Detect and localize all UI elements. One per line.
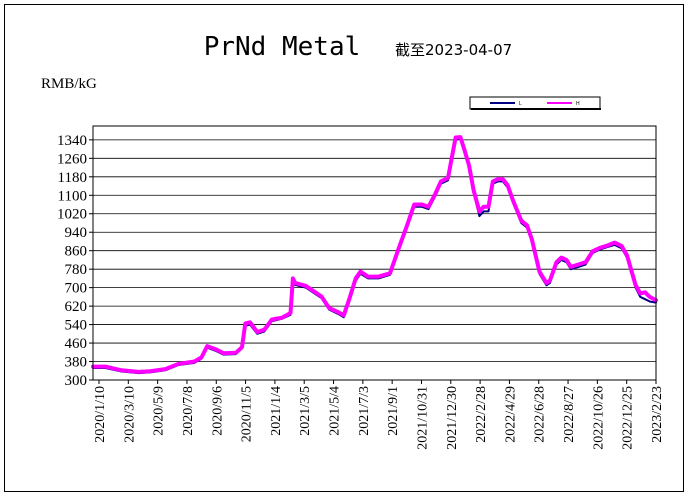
x-tick-label: 2022/10/26 [591,386,606,450]
y-tick-label: 540 [65,318,88,334]
y-tick-label: 1020 [57,207,87,223]
y-tick-label: 780 [65,262,88,278]
legend: L H [469,96,601,110]
y-tick-label: 1260 [57,151,87,167]
x-tick-label: 2021/5/4 [328,386,343,436]
y-axis: 300 380 460 540 620 700 780 860 940 1020 1100 1180 1… [57,133,93,389]
x-tick-label: 2021/10/31 [415,386,430,450]
grid [93,139,656,362]
y-tick-label: 940 [65,225,88,241]
x-tick-label: 2021/7/3 [357,386,372,436]
y-tick-label: 700 [65,281,88,297]
x-tick-label: 2022/2/28 [474,386,489,443]
x-tick-label: 2022/6/28 [533,386,548,443]
x-tick-label: 2020/3/10 [122,386,137,443]
series-group [91,135,658,375]
y-tick-label: 460 [65,336,88,352]
x-tick-label: 2020/5/9 [152,386,167,436]
x-tick-label: 2021/1/4 [269,386,284,436]
chart-title: PrNd Metal [204,32,361,62]
x-tick-label: 2023/2/23 [650,386,665,443]
plot-area [92,125,657,381]
x-axis: 2020/1/10 2020/3/10 2020/5/9 2020/7/8 2020/9… [93,380,665,450]
x-tick-label: 2020/11/5 [240,386,255,442]
x-tick-label: 2022/8/27 [562,386,577,443]
legend-box [469,96,601,110]
x-tick-label: 2020/1/10 [93,386,108,443]
series-line-h [91,135,658,374]
y-tick-label: 1340 [57,133,87,149]
y-tick-label: 1180 [58,170,87,186]
x-tick-label: 2022/4/29 [503,386,518,443]
chart-frame: PrNd Metal 截至2023-04-07 RMB/kG L H 300 38… [4,4,684,492]
legend-label-l: L [519,101,522,107]
y-axis-unit: RMB/kG [41,76,97,92]
x-tick-label: 2022/12/25 [621,386,636,450]
y-tick-label: 1100 [58,188,87,204]
x-tick-label: 2020/9/6 [210,386,225,436]
x-tick-label: 2021/9/1 [386,386,401,436]
y-tick-label: 860 [65,244,88,260]
y-tick-label: 620 [65,299,88,315]
chart: PrNd Metal 截至2023-04-07 RMB/kG L H 300 38… [41,32,665,450]
x-tick-label: 2021/3/5 [298,386,313,436]
chart-subtitle: 截至2023-04-07 [395,41,512,59]
series-line-l [92,137,657,375]
x-tick-label: 2021/12/30 [445,386,460,450]
legend-shadow [471,108,601,110]
y-tick-label: 300 [65,373,88,389]
y-tick-label: 380 [65,355,88,371]
legend-label-h: H [576,101,580,107]
x-tick-label: 2020/7/8 [181,386,196,436]
